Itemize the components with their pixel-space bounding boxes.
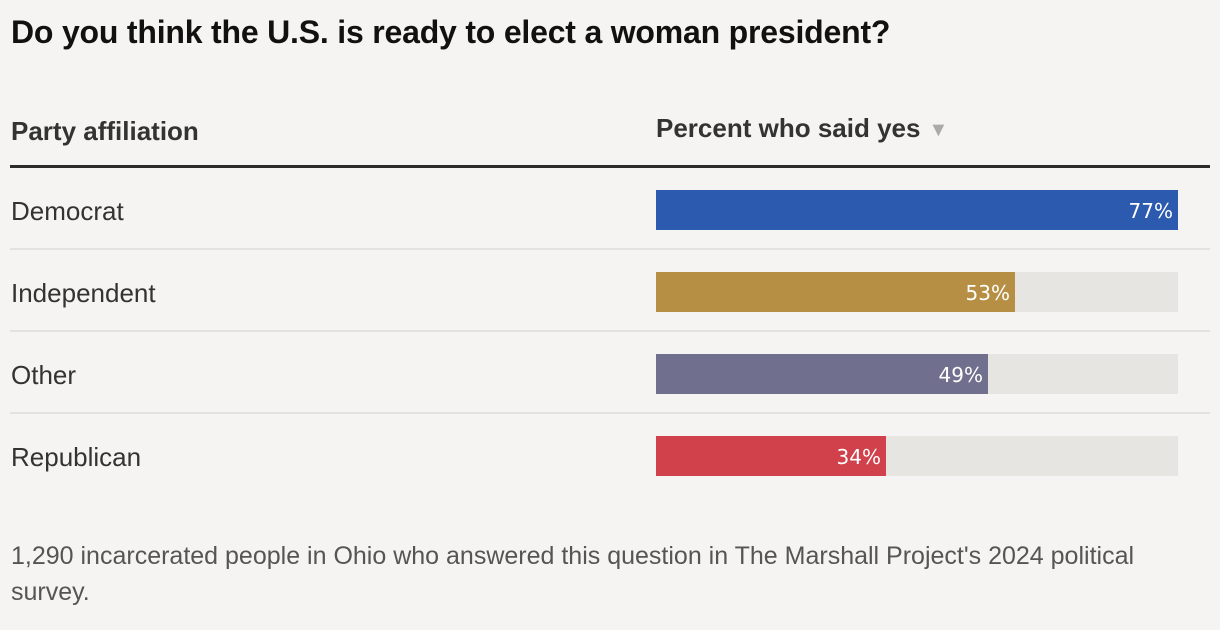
bar-track: 49% — [656, 354, 1178, 394]
row-label: Republican — [11, 442, 142, 472]
column-header-party: Party affiliation — [11, 116, 199, 146]
bar: 77% — [656, 190, 1178, 230]
bar-value-label: 49% — [938, 363, 983, 387]
table-row: Republican 34% — [10, 414, 1210, 496]
column-header-percent[interactable]: Percent who said yes ▼ — [656, 113, 948, 144]
row-divider — [10, 248, 1210, 250]
sort-descending-icon[interactable]: ▼ — [928, 119, 949, 141]
bar: 34% — [656, 436, 886, 476]
table-row: Other 49% — [10, 332, 1210, 414]
row-divider — [10, 330, 1210, 332]
column-header-percent-label: Percent who said yes — [656, 113, 921, 143]
table-row: Independent 53% — [10, 250, 1210, 332]
header-rule — [10, 165, 1210, 168]
chart-title: Do you think the U.S. is ready to elect … — [11, 14, 891, 50]
row-label: Independent — [11, 278, 156, 308]
bar-value-label: 34% — [836, 445, 881, 469]
bar: 53% — [656, 272, 1015, 312]
bar: 49% — [656, 354, 988, 394]
table-row: Democrat 77% — [10, 168, 1210, 250]
footnote: 1,290 incarcerated people in Ohio who an… — [11, 542, 1135, 606]
bar-value-label: 53% — [965, 281, 1010, 305]
bar-track: 77% — [656, 190, 1178, 230]
bar-track: 53% — [656, 272, 1178, 312]
row-label: Other — [11, 360, 77, 390]
bar-value-label: 77% — [1128, 199, 1173, 223]
row-label: Democrat — [11, 196, 124, 226]
row-divider — [10, 412, 1210, 414]
bar-track: 34% — [656, 436, 1178, 476]
